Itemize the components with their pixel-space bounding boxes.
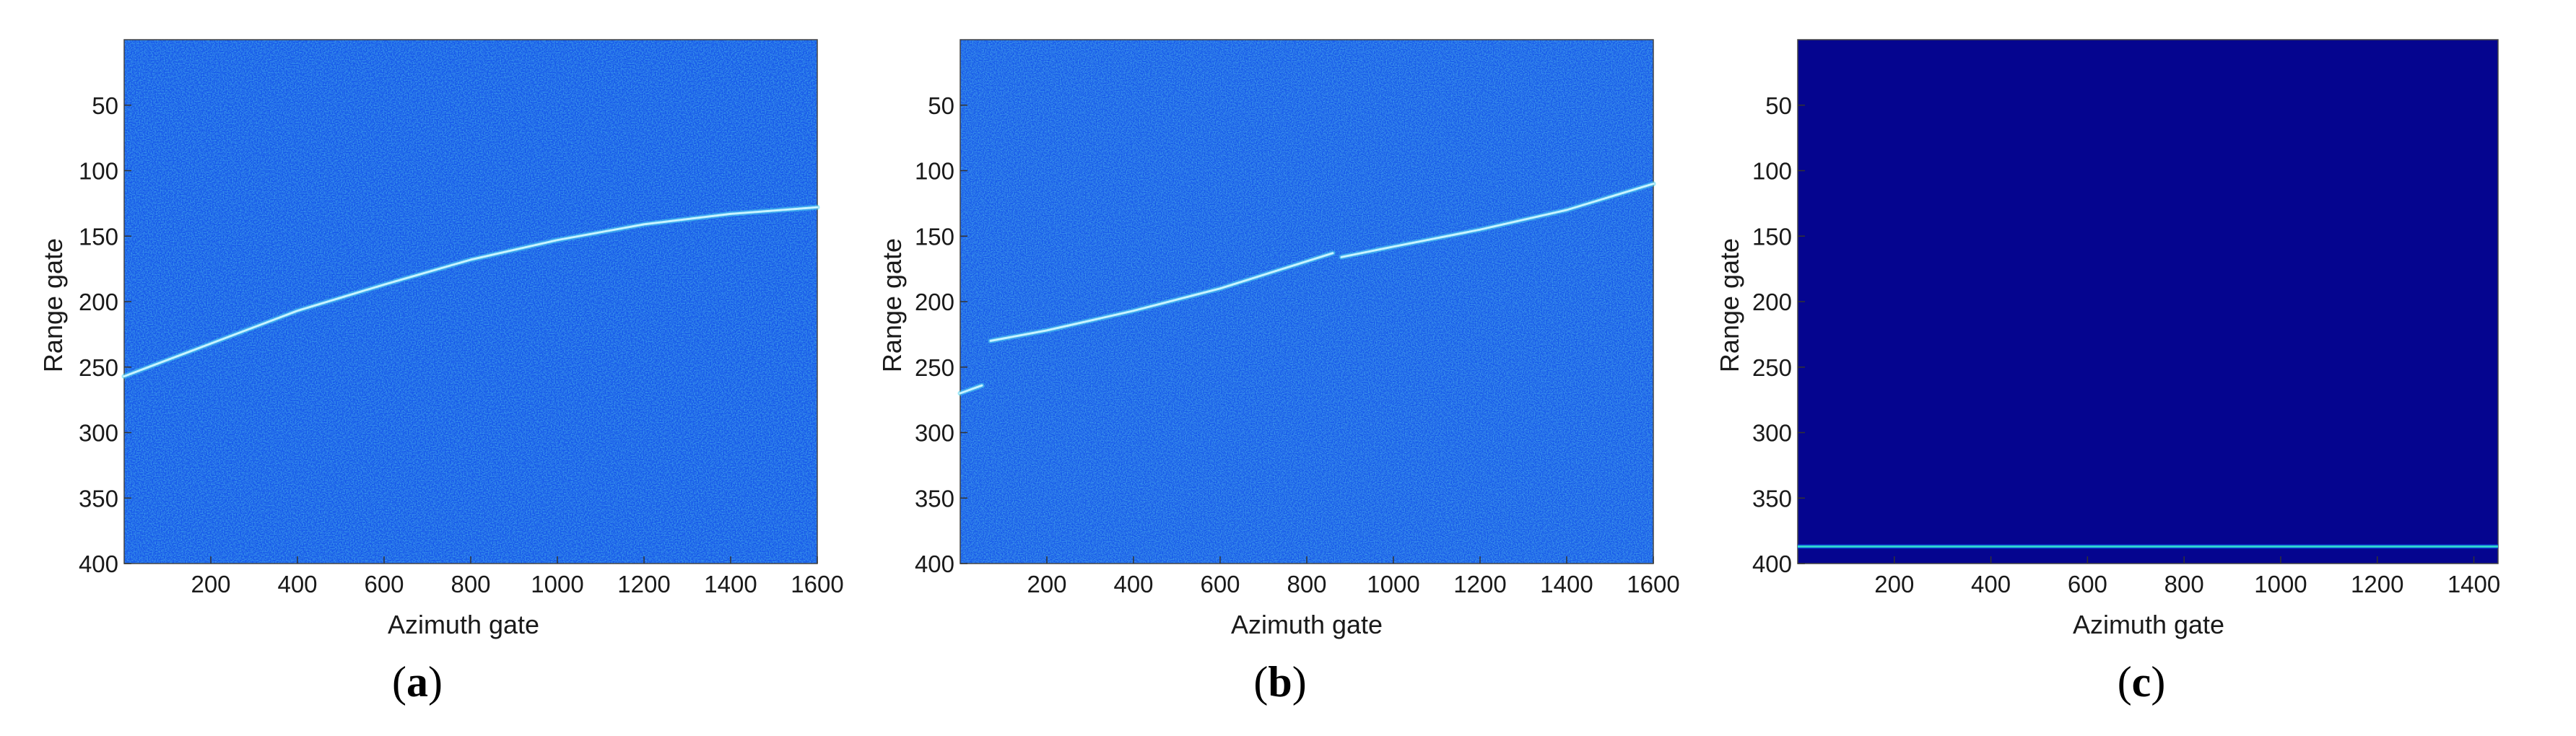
panel-c: 200 400 600 800 1000 1200 1400 50 100 150 200 250 3… (1715, 39, 2500, 706)
panel-b-target-track-segment-2 (989, 252, 1334, 342)
panel-b-target-track-segment-3 (1340, 183, 1655, 258)
panel-b-x-tick-label: 400 (1113, 571, 1153, 597)
panel-b-caption-open: ( (1253, 658, 1268, 706)
panel-a-track (121, 204, 820, 379)
panel-b-x-tick-label: 1200 (1453, 571, 1506, 597)
panel-a-y-tick-label: 300 (79, 420, 118, 447)
panel-a-caption-open: ( (392, 658, 406, 706)
panel-b-caption-letter: b (1268, 658, 1292, 706)
panel-a-caption-letter: a (406, 658, 428, 706)
panel-b: 200 400 600 800 1000 1200 1400 1600 50 100 150 200… (877, 39, 1680, 706)
panel-a-y-tick-label: 250 (79, 354, 118, 381)
panel-b-x-tick-label: 1600 (1627, 571, 1679, 597)
panel-b-noise-background (960, 40, 1653, 564)
panel-a-caption-close: ) (428, 658, 443, 706)
panel-c-caption-close: ) (2151, 658, 2165, 706)
panel-a: 200 400 600 800 1000 1200 1400 1600 50 100 150 200… (38, 39, 844, 706)
panel-b-y-ticks: 50 100 150 200 250 300 350 400 (915, 92, 967, 577)
panel-a-y-tick-label: 200 (79, 289, 118, 315)
panel-b-y-axis-label: Range gate (877, 238, 907, 372)
panel-a-x-tick-label: 800 (451, 571, 490, 597)
panel-a-y-tick-label: 50 (92, 92, 118, 119)
panel-a-x-tick-label: 1200 (617, 571, 670, 597)
panel-b-x-tick-label: 200 (1027, 571, 1066, 597)
panel-b-x-tick-label: 1400 (1540, 571, 1593, 597)
panel-c-y-tick-label: 200 (1752, 289, 1792, 315)
panel-c-x-axis-label: Azimuth gate (2073, 610, 2224, 639)
panel-c-dark-background (1798, 40, 2498, 564)
panel-b-x-tick-label: 600 (1200, 571, 1240, 597)
panel-a-y-tick-label: 350 (79, 485, 118, 512)
panel-a-noise-background (124, 40, 817, 564)
panel-b-plot-area (960, 39, 1654, 564)
panel-a-x-tick-label: 1600 (791, 571, 843, 597)
panel-c-y-tick-label: 250 (1752, 354, 1792, 381)
panel-a-x-tick-label: 1000 (531, 571, 583, 597)
panel-b-noise-overlay (960, 40, 1653, 564)
panel-b-target-track-segment-1 (959, 384, 983, 395)
panel-a-caption: (a) (392, 658, 443, 706)
panel-c-y-tick-label: 300 (1752, 420, 1792, 447)
panel-a-x-ticks: 200 400 600 800 1000 1200 1400 1600 (191, 556, 844, 597)
panel-b-y-tick-label: 250 (915, 354, 954, 381)
panel-a-y-tick-label: 100 (79, 158, 118, 185)
panel-c-plot-area (1797, 39, 2499, 564)
panel-c-x-tick-label: 400 (1971, 571, 2011, 597)
panel-a-y-ticks: 50 100 150 200 250 300 350 400 (79, 92, 131, 577)
panel-b-y-tick-label: 200 (915, 289, 954, 315)
panel-a-plot-area (123, 39, 818, 564)
panel-c-y-tick-label: 350 (1752, 485, 1792, 512)
panel-a-x-tick-label: 1400 (704, 571, 757, 597)
panel-a-x-tick-label: 400 (277, 571, 317, 597)
panel-c-x-tick-label: 800 (2164, 571, 2204, 597)
panel-c-y-tick-label: 150 (1752, 223, 1792, 250)
panel-b-caption-close: ) (1292, 658, 1307, 706)
panel-c-caption-open: ( (2118, 658, 2132, 706)
panel-b-y-tick-label: 300 (915, 420, 954, 447)
panel-c-caption-letter: c (2132, 658, 2151, 706)
panel-b-y-tick-label: 50 (928, 92, 954, 119)
panel-c-y-ticks: 50 100 150 200 250 300 350 400 (1752, 92, 1805, 577)
panel-a-y-tick-label: 400 (79, 551, 118, 577)
panel-c-caption: (c) (2118, 658, 2166, 706)
panel-a-target-track (123, 206, 819, 377)
panel-a-y-axis-label: Range gate (38, 238, 68, 372)
panel-b-x-ticks: 200 400 600 800 1000 1200 1400 1600 (1027, 556, 1680, 597)
panel-c-x-tick-label: 1400 (2447, 571, 2500, 597)
panel-c-x-tick-label: 200 (1874, 571, 1914, 597)
panel-c-x-tick-label: 1200 (2351, 571, 2403, 597)
panel-c-x-tick-label: 600 (2068, 571, 2107, 597)
panel-a-x-tick-label: 600 (364, 571, 404, 597)
panel-b-caption: (b) (1253, 658, 1306, 706)
panel-b-x-tick-label: 1000 (1367, 571, 1419, 597)
panel-c-y-tick-label: 400 (1752, 551, 1792, 577)
panel-c-y-tick-label: 100 (1752, 158, 1792, 185)
panel-b-y-tick-label: 400 (915, 551, 954, 577)
panel-a-y-tick-label: 150 (79, 223, 118, 250)
panel-b-x-axis-label: Azimuth gate (1231, 610, 1383, 639)
panel-c-x-ticks: 200 400 600 800 1000 1200 1400 (1874, 556, 2500, 597)
panel-b-track (957, 181, 1656, 396)
panel-b-y-tick-label: 100 (915, 158, 954, 185)
panel-c-x-tick-label: 1000 (2254, 571, 2307, 597)
panel-a-x-axis-label: Azimuth gate (388, 610, 539, 639)
panel-a-x-tick-label: 200 (191, 571, 230, 597)
panel-c-y-axis-label: Range gate (1715, 238, 1744, 372)
panel-b-y-tick-label: 350 (915, 485, 954, 512)
panel-b-y-tick-label: 150 (915, 223, 954, 250)
panel-b-x-tick-label: 800 (1287, 571, 1326, 597)
panel-c-y-tick-label: 50 (1765, 92, 1792, 119)
panel-a-noise-overlay (124, 40, 817, 564)
panel-c-line (1798, 544, 2498, 549)
